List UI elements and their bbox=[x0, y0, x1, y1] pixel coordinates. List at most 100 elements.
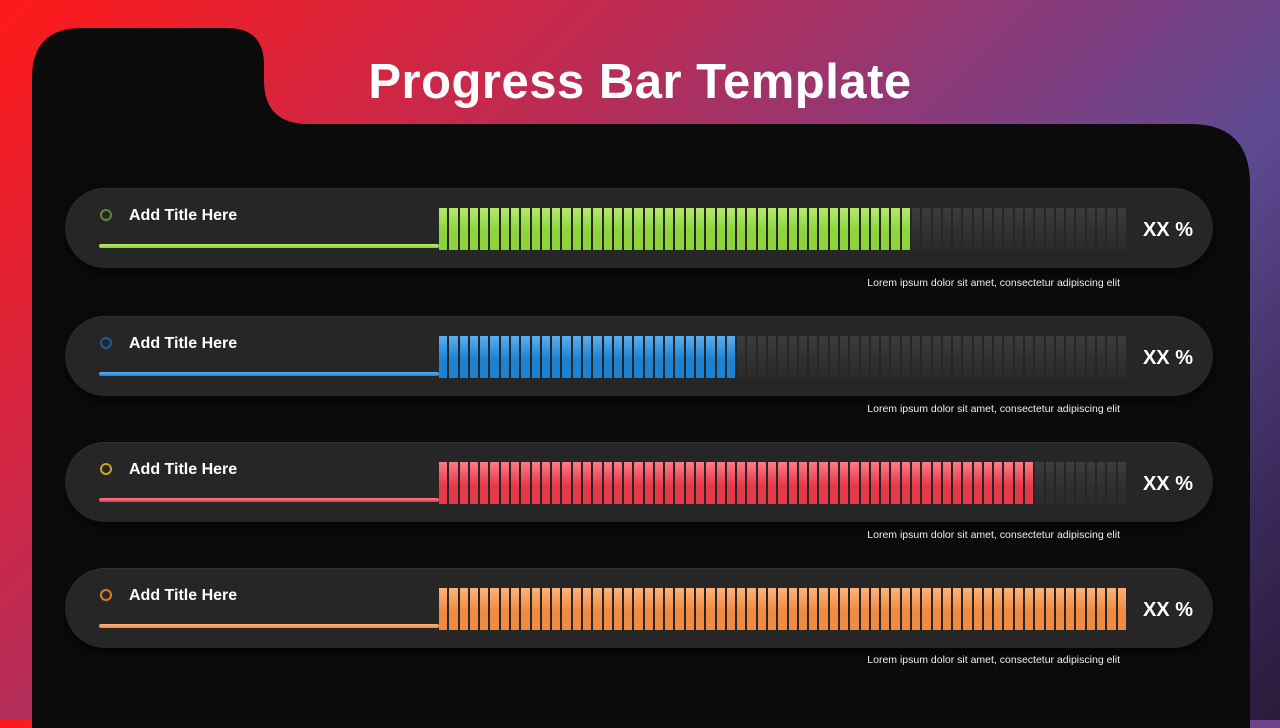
progress-segment-filled bbox=[439, 208, 448, 250]
progress-row-title: Add Title Here bbox=[129, 461, 238, 478]
progress-segment-empty bbox=[1086, 208, 1095, 250]
progress-segment-filled bbox=[439, 336, 448, 378]
progress-segment-filled bbox=[500, 208, 509, 250]
progress-segment-filled bbox=[706, 588, 715, 630]
progress-segment-filled bbox=[1025, 462, 1034, 504]
progress-segment-filled bbox=[665, 336, 674, 378]
progress-segment-empty bbox=[1076, 462, 1085, 504]
progress-segment-filled bbox=[1035, 588, 1044, 630]
progress-segment-filled bbox=[644, 208, 653, 250]
progress-segment-filled bbox=[510, 208, 520, 250]
progress-segment-filled bbox=[634, 336, 643, 378]
progress-segment-filled bbox=[654, 336, 664, 378]
progress-segment-filled bbox=[778, 462, 787, 504]
progress-segment-filled bbox=[459, 588, 468, 630]
progress-segment-filled bbox=[490, 208, 499, 250]
progress-segment-filled bbox=[922, 462, 931, 504]
progress-segment-empty bbox=[809, 336, 818, 378]
progress-segment-empty bbox=[1014, 208, 1024, 250]
progress-value-label: XX % bbox=[1142, 473, 1193, 495]
progress-segment-filled bbox=[480, 336, 489, 378]
progress-segment-filled bbox=[582, 336, 592, 378]
progress-segment-filled bbox=[531, 336, 540, 378]
progress-segment-filled bbox=[788, 588, 797, 630]
progress-segment-filled bbox=[696, 462, 705, 504]
progress-segment-filled bbox=[624, 462, 633, 504]
progress-segment-empty bbox=[1045, 336, 1054, 378]
progress-segment-filled bbox=[459, 462, 468, 504]
title-underline bbox=[99, 624, 439, 628]
progress-segment-filled bbox=[1004, 588, 1013, 630]
progress-segment-filled bbox=[716, 462, 725, 504]
progress-row-description: Lorem ipsum dolor sit amet, consectetur … bbox=[867, 654, 1120, 666]
progress-segment-filled bbox=[531, 588, 540, 630]
progress-segment-filled bbox=[675, 208, 684, 250]
progress-segment-filled bbox=[572, 462, 581, 504]
progress-segment-filled bbox=[582, 462, 592, 504]
progress-segment-filled bbox=[634, 462, 643, 504]
progress-row: Add Title Here XX % bbox=[65, 442, 1213, 522]
progress-segment-filled bbox=[973, 588, 982, 630]
progress-segment-filled bbox=[521, 588, 530, 630]
progress-segment-empty bbox=[1076, 208, 1085, 250]
progress-segment-filled bbox=[994, 462, 1003, 504]
progress-bar bbox=[439, 462, 1126, 504]
progress-segment-filled bbox=[953, 588, 962, 630]
progress-segment-empty bbox=[1004, 336, 1013, 378]
progress-segment-empty bbox=[757, 336, 766, 378]
progress-segment-filled bbox=[696, 208, 705, 250]
progress-segment-empty bbox=[973, 208, 982, 250]
progress-segment-empty bbox=[870, 336, 880, 378]
progress-segment-filled bbox=[1014, 588, 1024, 630]
progress-segment-filled bbox=[541, 208, 551, 250]
page-title: Progress Bar Template bbox=[368, 55, 912, 109]
progress-segment-filled bbox=[593, 462, 602, 504]
progress-segment-filled bbox=[922, 588, 931, 630]
progress-bar bbox=[439, 336, 1126, 378]
progress-segment-empty bbox=[1066, 208, 1075, 250]
progress-segment-filled bbox=[685, 336, 695, 378]
progress-segment-filled bbox=[870, 588, 880, 630]
progress-segment-empty bbox=[922, 208, 931, 250]
progress-segment-filled bbox=[706, 336, 715, 378]
progress-segment-filled bbox=[634, 208, 643, 250]
progress-segment-empty bbox=[953, 208, 962, 250]
progress-segment-empty bbox=[1045, 462, 1054, 504]
progress-segment-empty bbox=[737, 336, 746, 378]
progress-segment-filled bbox=[737, 588, 746, 630]
progress-segment-filled bbox=[644, 336, 653, 378]
progress-segment-filled bbox=[829, 588, 838, 630]
progress-segment-filled bbox=[839, 208, 849, 250]
progress-segment-empty bbox=[922, 336, 931, 378]
progress-segment-filled bbox=[521, 208, 530, 250]
progress-segment-filled bbox=[1076, 588, 1085, 630]
progress-segment-empty bbox=[1055, 462, 1065, 504]
progress-segment-empty bbox=[798, 336, 808, 378]
progress-segment-filled bbox=[490, 462, 499, 504]
progress-segment-empty bbox=[973, 336, 982, 378]
progress-segment-empty bbox=[1025, 208, 1034, 250]
progress-segment-filled bbox=[449, 208, 458, 250]
progress-segment-filled bbox=[747, 208, 756, 250]
progress-segment-filled bbox=[634, 588, 643, 630]
progress-segment-filled bbox=[706, 462, 715, 504]
progress-segment-filled bbox=[788, 208, 797, 250]
progress-segment-empty bbox=[850, 336, 859, 378]
progress-segment-filled bbox=[881, 588, 890, 630]
progress-segment-filled bbox=[973, 462, 982, 504]
progress-segment-filled bbox=[901, 208, 910, 250]
progress-row-title: Add Title Here bbox=[129, 587, 238, 604]
progress-segment-filled bbox=[757, 588, 766, 630]
progress-segment-filled bbox=[737, 462, 746, 504]
title-underline bbox=[99, 372, 439, 376]
progress-segment-filled bbox=[1066, 588, 1075, 630]
progress-segment-filled bbox=[572, 208, 581, 250]
progress-segment-filled bbox=[613, 462, 623, 504]
progress-segment-filled bbox=[449, 462, 458, 504]
progress-segment-filled bbox=[1107, 588, 1116, 630]
progress-segment-filled bbox=[757, 462, 766, 504]
progress-segment-empty bbox=[963, 336, 972, 378]
progress-segment-filled bbox=[768, 588, 777, 630]
progress-segment-filled bbox=[1117, 588, 1126, 630]
progress-segment-filled bbox=[541, 588, 551, 630]
